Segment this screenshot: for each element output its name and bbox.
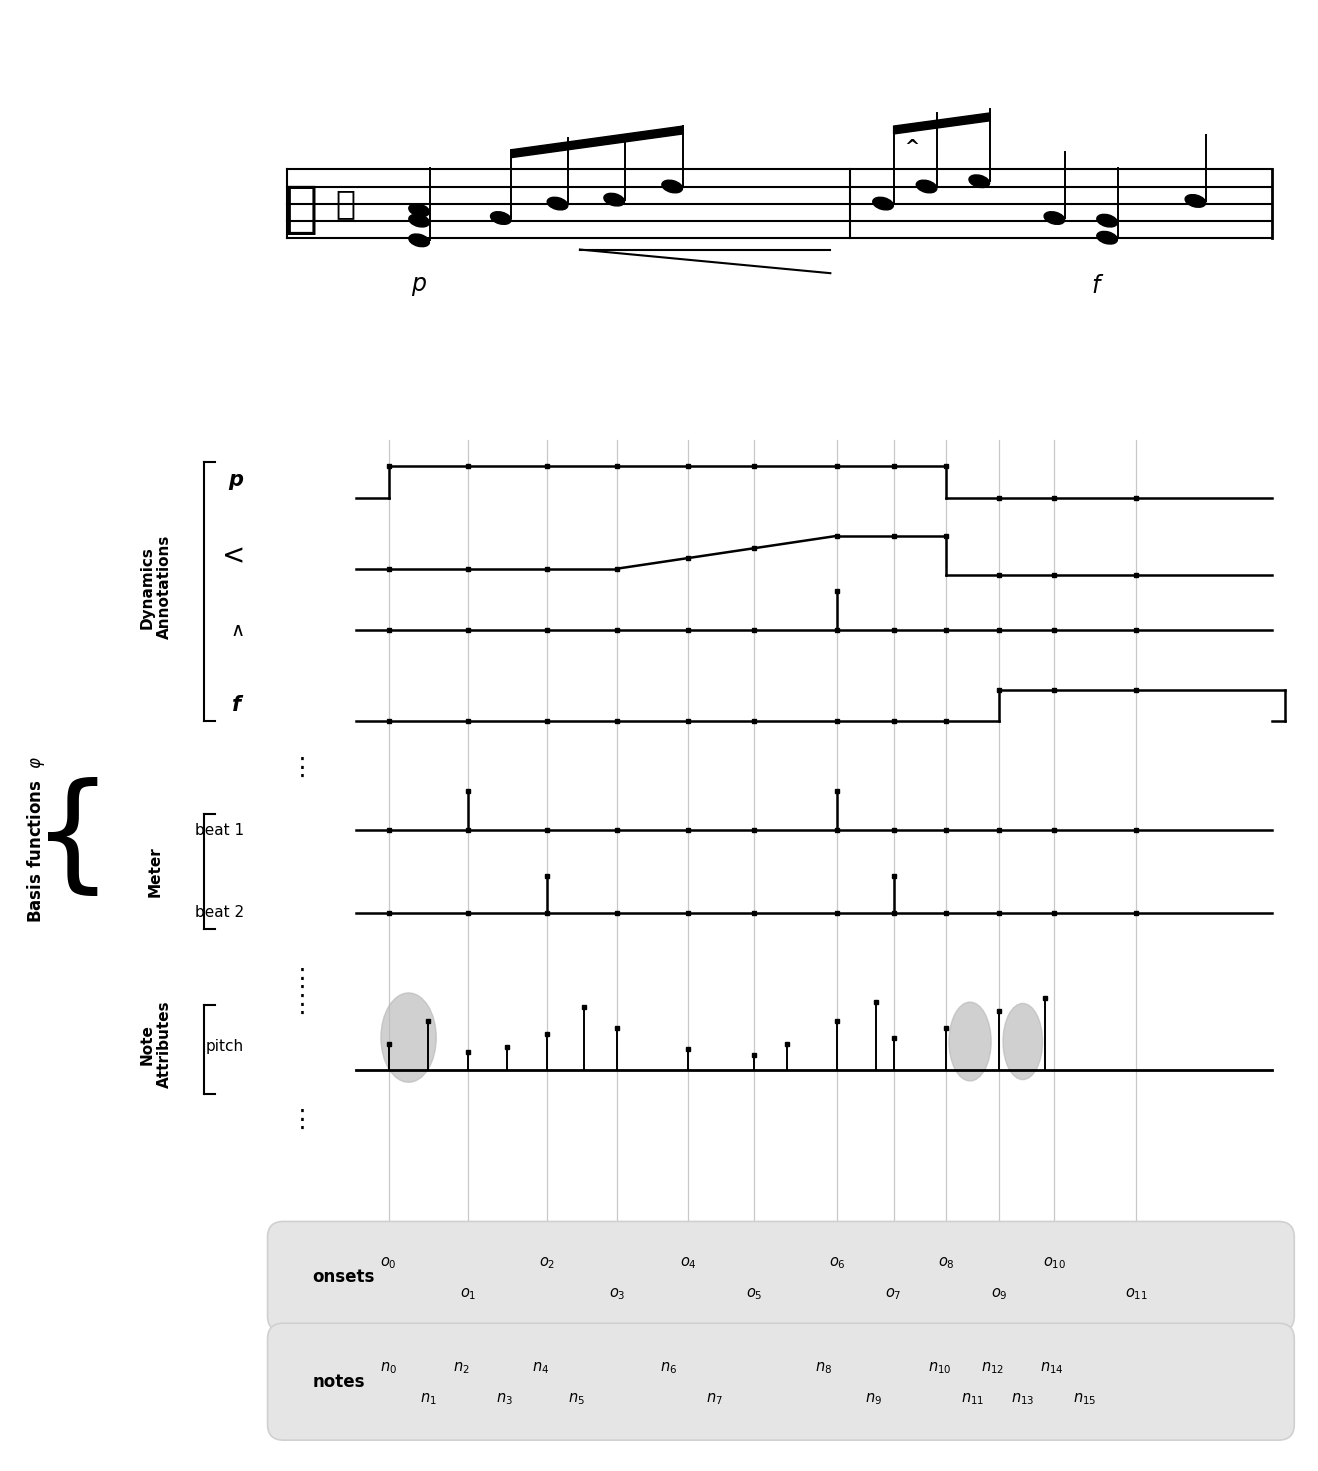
Polygon shape — [511, 127, 683, 157]
Text: $o_5$: $o_5$ — [746, 1286, 762, 1302]
Text: Note
Attributes: Note Attributes — [140, 1000, 171, 1089]
Ellipse shape — [409, 204, 430, 216]
Text: $o_6$: $o_6$ — [829, 1256, 845, 1271]
Text: {: { — [32, 777, 113, 902]
Text: Dynamics
Annotations: Dynamics Annotations — [140, 535, 171, 640]
Text: beat 1: beat 1 — [195, 822, 244, 837]
Text: $\wedge$: $\wedge$ — [231, 621, 244, 640]
Text: $o_{10}$: $o_{10}$ — [1043, 1256, 1066, 1271]
FancyBboxPatch shape — [268, 1324, 1294, 1440]
Text: $n_7$: $n_7$ — [706, 1392, 722, 1406]
Text: $\vdots$: $\vdots$ — [289, 993, 304, 1016]
Text: Meter: Meter — [148, 846, 163, 897]
Text: $<$: $<$ — [216, 541, 244, 569]
Text: $o_4$: $o_4$ — [680, 1256, 696, 1271]
Text: $f$: $f$ — [1091, 275, 1104, 299]
Text: $n_0$: $n_0$ — [381, 1361, 397, 1377]
Text: $n_5$: $n_5$ — [568, 1392, 584, 1406]
Text: $n_4$: $n_4$ — [531, 1361, 550, 1377]
Ellipse shape — [547, 197, 568, 210]
Text: $\boldsymbol{f}$: $\boldsymbol{f}$ — [231, 696, 244, 715]
Text: $n_3$: $n_3$ — [497, 1392, 513, 1406]
Ellipse shape — [381, 993, 436, 1083]
Text: $o_{11}$: $o_{11}$ — [1124, 1286, 1148, 1302]
FancyBboxPatch shape — [268, 1221, 1294, 1331]
Text: $n_8$: $n_8$ — [816, 1361, 832, 1377]
Text: $o_7$: $o_7$ — [886, 1286, 902, 1302]
Text: $n_{11}$: $n_{11}$ — [961, 1392, 985, 1406]
Text: $o_8$: $o_8$ — [938, 1256, 954, 1271]
Ellipse shape — [1044, 212, 1065, 225]
Text: $n_{14}$: $n_{14}$ — [1040, 1361, 1064, 1377]
Text: Basis functions  $\varphi$: Basis functions $\varphi$ — [25, 756, 46, 924]
Ellipse shape — [662, 179, 683, 193]
Text: $o_9$: $o_9$ — [991, 1286, 1007, 1302]
Ellipse shape — [1097, 215, 1118, 227]
Ellipse shape — [409, 215, 430, 227]
Text: $n_{12}$: $n_{12}$ — [981, 1361, 1004, 1377]
Text: $\vdots$: $\vdots$ — [289, 1108, 304, 1133]
Text: $\vdots$: $\vdots$ — [289, 966, 304, 990]
Text: $n_{15}$: $n_{15}$ — [1073, 1392, 1097, 1406]
Ellipse shape — [949, 1002, 991, 1081]
Text: onsets: onsets — [312, 1268, 374, 1286]
Text: $\boldsymbol{p}$: $\boldsymbol{p}$ — [228, 472, 244, 491]
Ellipse shape — [1185, 194, 1206, 207]
Text: $n_2$: $n_2$ — [453, 1361, 469, 1377]
Text: 𝄞: 𝄞 — [285, 184, 318, 237]
Ellipse shape — [1003, 1003, 1043, 1080]
Text: $n_1$: $n_1$ — [420, 1392, 436, 1406]
Ellipse shape — [409, 234, 430, 247]
Ellipse shape — [604, 193, 625, 206]
Text: $p$: $p$ — [411, 275, 427, 299]
Ellipse shape — [916, 179, 937, 193]
Text: $n_6$: $n_6$ — [659, 1361, 677, 1377]
Text: pitch: pitch — [206, 1040, 244, 1055]
Text: $n_9$: $n_9$ — [866, 1392, 882, 1406]
Text: 𝄴: 𝄴 — [335, 187, 356, 221]
Text: $o_3$: $o_3$ — [609, 1286, 625, 1302]
Ellipse shape — [1097, 231, 1118, 244]
Text: $o_0$: $o_0$ — [381, 1256, 397, 1271]
Ellipse shape — [490, 212, 511, 225]
Ellipse shape — [873, 197, 894, 210]
Text: $n_{10}$: $n_{10}$ — [928, 1361, 952, 1377]
Text: $o_2$: $o_2$ — [539, 1256, 555, 1271]
Text: $\vdots$: $\vdots$ — [289, 756, 304, 780]
Text: $o_1$: $o_1$ — [460, 1286, 476, 1302]
Polygon shape — [894, 113, 990, 134]
Ellipse shape — [969, 175, 990, 188]
Text: beat 2: beat 2 — [195, 905, 244, 921]
Text: notes: notes — [312, 1372, 365, 1390]
Text: ^: ^ — [904, 138, 920, 156]
Text: $n_{13}$: $n_{13}$ — [1011, 1392, 1035, 1406]
